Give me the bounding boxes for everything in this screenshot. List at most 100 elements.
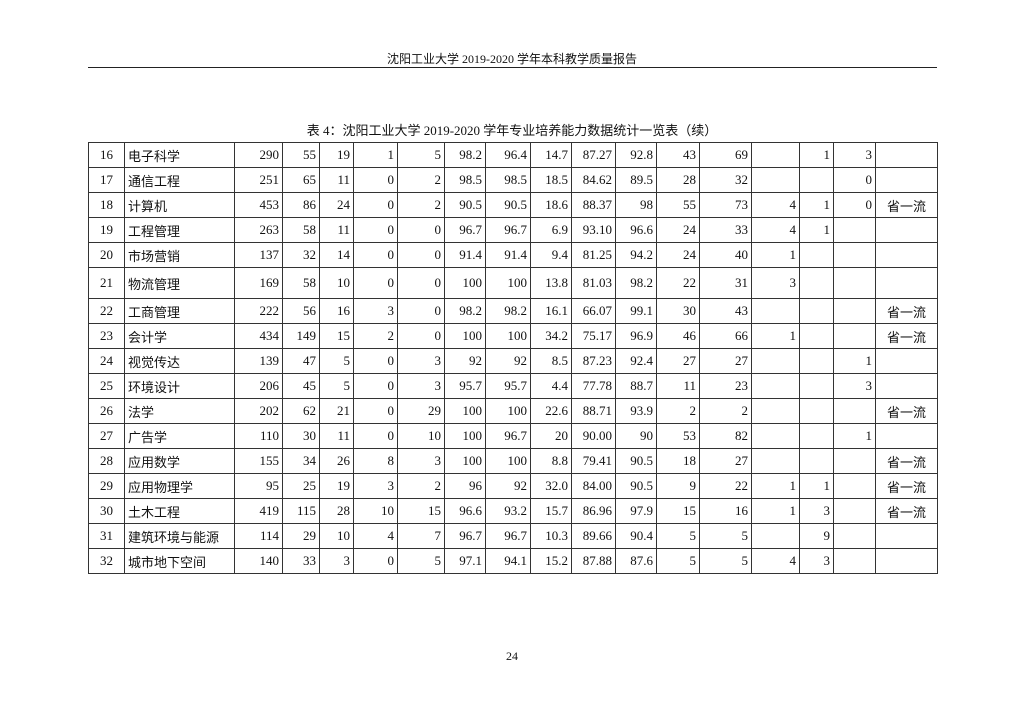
row-number-cell: 19 bbox=[88, 217, 125, 243]
value-cell: 90 bbox=[615, 423, 657, 449]
value-cell bbox=[833, 242, 876, 268]
value-cell: 10.3 bbox=[530, 523, 572, 549]
value-cell: 16 bbox=[319, 298, 354, 324]
value-cell: 58 bbox=[282, 217, 320, 243]
value-cell bbox=[751, 167, 800, 193]
major-name-cell: 会计学 bbox=[124, 323, 235, 349]
table-row: 21 物流管理 169 58 10 0 0 100 100 13.8 81.03 98.2 22 31 3 bbox=[88, 267, 938, 299]
value-cell: 91.4 bbox=[485, 242, 531, 268]
value-cell: 290 bbox=[234, 142, 283, 168]
value-cell: 87.6 bbox=[615, 548, 657, 574]
table-row: 18 计算机 453 86 24 0 2 90.5 90.5 18.6 88.37 98 55 73 4 1 0… bbox=[88, 192, 938, 218]
value-cell: 93.2 bbox=[485, 498, 531, 524]
value-cell: 100 bbox=[444, 448, 486, 474]
value-cell bbox=[833, 217, 876, 243]
value-cell: 1 bbox=[751, 242, 800, 268]
value-cell: 98 bbox=[615, 192, 657, 218]
value-cell: 45 bbox=[282, 373, 320, 399]
value-cell: 0 bbox=[833, 192, 876, 218]
value-cell: 33 bbox=[282, 548, 320, 574]
value-cell: 96.7 bbox=[485, 523, 531, 549]
value-cell: 92.8 bbox=[615, 142, 657, 168]
value-cell: 96.7 bbox=[485, 217, 531, 243]
value-cell bbox=[751, 523, 800, 549]
value-cell: 11 bbox=[319, 217, 354, 243]
value-cell: 86 bbox=[282, 192, 320, 218]
value-cell: 3 bbox=[397, 448, 445, 474]
page-number: 24 bbox=[506, 649, 518, 663]
value-cell: 81.25 bbox=[571, 242, 616, 268]
value-cell bbox=[799, 423, 834, 449]
value-cell: 66 bbox=[699, 323, 752, 349]
value-cell bbox=[799, 167, 834, 193]
value-cell bbox=[833, 523, 876, 549]
value-cell: 3 bbox=[319, 548, 354, 574]
major-name-cell: 应用数学 bbox=[124, 448, 235, 474]
value-cell: 98.2 bbox=[444, 298, 486, 324]
value-cell: 2 bbox=[397, 192, 445, 218]
value-cell: 100 bbox=[444, 323, 486, 349]
value-cell: 8.8 bbox=[530, 448, 572, 474]
value-cell bbox=[751, 142, 800, 168]
value-cell: 1 bbox=[751, 498, 800, 524]
value-cell: 31 bbox=[699, 267, 752, 299]
value-cell: 155 bbox=[234, 448, 283, 474]
value-cell bbox=[751, 448, 800, 474]
value-cell: 32 bbox=[282, 242, 320, 268]
value-cell bbox=[833, 548, 876, 574]
major-name-cell: 通信工程 bbox=[124, 167, 235, 193]
table-row: 28 应用数学 155 34 26 8 3 100 100 8.8 79.41 90.5 18 27 省一流 bbox=[88, 448, 938, 474]
value-cell: 434 bbox=[234, 323, 283, 349]
value-cell: 96.6 bbox=[615, 217, 657, 243]
note-cell: 省一流 bbox=[875, 192, 938, 218]
value-cell: 86.96 bbox=[571, 498, 616, 524]
value-cell: 58 bbox=[282, 267, 320, 299]
value-cell: 30 bbox=[282, 423, 320, 449]
value-cell: 0 bbox=[353, 398, 398, 424]
value-cell bbox=[751, 373, 800, 399]
value-cell: 4 bbox=[751, 217, 800, 243]
value-cell: 9.4 bbox=[530, 242, 572, 268]
table-row: 26 法学 202 62 21 0 29 100 100 22.6 88.71 93.9 2 2 省一流 bbox=[88, 398, 938, 424]
value-cell: 5 bbox=[699, 548, 752, 574]
row-number-cell: 29 bbox=[88, 473, 125, 499]
value-cell: 90.5 bbox=[615, 448, 657, 474]
value-cell: 22 bbox=[699, 473, 752, 499]
major-name-cell: 物流管理 bbox=[124, 267, 235, 299]
value-cell: 10 bbox=[397, 423, 445, 449]
value-cell: 55 bbox=[282, 142, 320, 168]
value-cell: 32.0 bbox=[530, 473, 572, 499]
table-row: 19 工程管理 263 58 11 0 0 96.7 96.7 6.9 93.10 96.6 24 33 4… bbox=[88, 217, 938, 243]
value-cell: 33 bbox=[699, 217, 752, 243]
value-cell: 0 bbox=[833, 167, 876, 193]
value-cell: 98.2 bbox=[615, 267, 657, 299]
value-cell: 263 bbox=[234, 217, 283, 243]
value-cell: 29 bbox=[397, 398, 445, 424]
value-cell: 87.88 bbox=[571, 548, 616, 574]
value-cell: 100 bbox=[485, 323, 531, 349]
value-cell: 43 bbox=[699, 298, 752, 324]
value-cell bbox=[833, 298, 876, 324]
value-cell: 96.7 bbox=[444, 217, 486, 243]
value-cell: 1 bbox=[799, 217, 834, 243]
value-cell: 169 bbox=[234, 267, 283, 299]
table-row: 17 通信工程 251 65 11 0 2 98.5 98.5 18.5 84.62 89.5 28 32… bbox=[88, 167, 938, 193]
value-cell: 3 bbox=[397, 373, 445, 399]
value-cell: 0 bbox=[353, 242, 398, 268]
value-cell: 19 bbox=[319, 473, 354, 499]
value-cell: 30 bbox=[656, 298, 700, 324]
value-cell: 4.4 bbox=[530, 373, 572, 399]
value-cell: 90.5 bbox=[485, 192, 531, 218]
value-cell: 95.7 bbox=[485, 373, 531, 399]
note-cell: 省一流 bbox=[875, 323, 938, 349]
note-cell bbox=[875, 523, 938, 549]
value-cell: 3 bbox=[833, 142, 876, 168]
note-cell: 省一流 bbox=[875, 498, 938, 524]
major-name-cell: 工商管理 bbox=[124, 298, 235, 324]
note-cell bbox=[875, 348, 938, 374]
note-cell: 省一流 bbox=[875, 473, 938, 499]
value-cell: 3 bbox=[353, 298, 398, 324]
value-cell: 0 bbox=[397, 217, 445, 243]
value-cell: 8.5 bbox=[530, 348, 572, 374]
value-cell: 100 bbox=[485, 448, 531, 474]
